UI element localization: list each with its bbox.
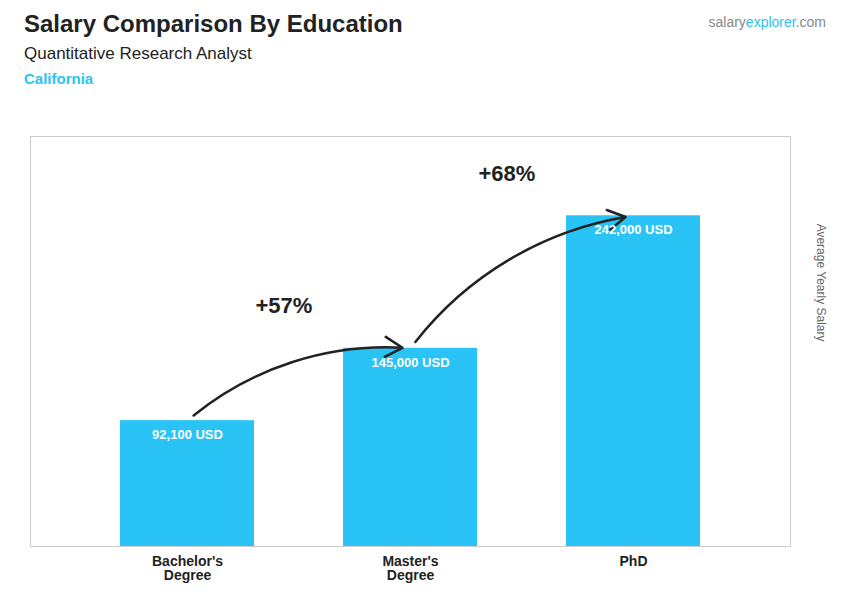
svg-text:+57%: +57% <box>255 293 312 318</box>
svg-text:PhD: PhD <box>620 553 648 569</box>
svg-text:Bachelor'sDegree: Bachelor'sDegree <box>152 553 223 583</box>
svg-text:92,100 USD: 92,100 USD <box>152 427 223 442</box>
html-text:California: California <box>24 70 94 87</box>
html-text:salary explorer.com: salary explorer.com <box>708 14 826 30</box>
svg-text:+68%: +68% <box>478 161 535 186</box>
svg-text:Average Yearly Salary: Average Yearly Salary <box>814 224 828 342</box>
svg-text:Master'sDegree: Master'sDegree <box>382 553 438 583</box>
html-text:Quantitative Research Analyst: Quantitative Research Analyst <box>24 44 252 63</box>
svg-text:145,000 USD: 145,000 USD <box>371 354 449 369</box>
html-text:Salary Comparison By Education: Salary Comparison By Education <box>24 10 403 37</box>
svg-text:242,000 USD: 242,000 USD <box>594 222 672 237</box>
